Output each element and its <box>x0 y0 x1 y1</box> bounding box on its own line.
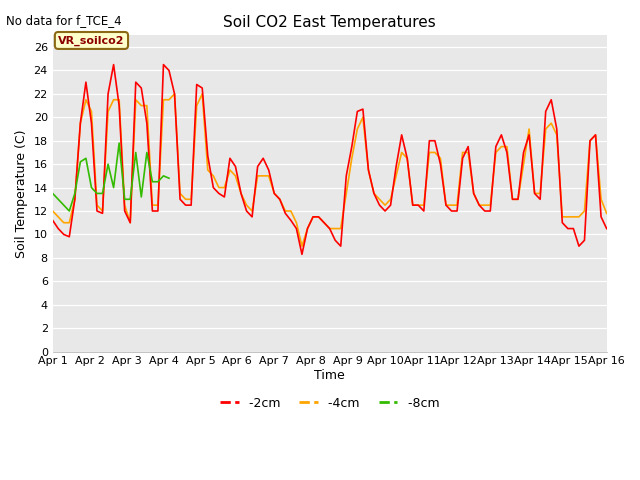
Legend:  -2cm,  -4cm,  -8cm: -2cm, -4cm, -8cm <box>215 392 444 415</box>
Text: VR_soilco2: VR_soilco2 <box>58 36 125 46</box>
X-axis label: Time: Time <box>314 369 345 382</box>
Title: Soil CO2 East Temperatures: Soil CO2 East Temperatures <box>223 15 436 30</box>
Y-axis label: Soil Temperature (C): Soil Temperature (C) <box>15 129 28 258</box>
Text: No data for f_TCE_4: No data for f_TCE_4 <box>6 14 122 27</box>
